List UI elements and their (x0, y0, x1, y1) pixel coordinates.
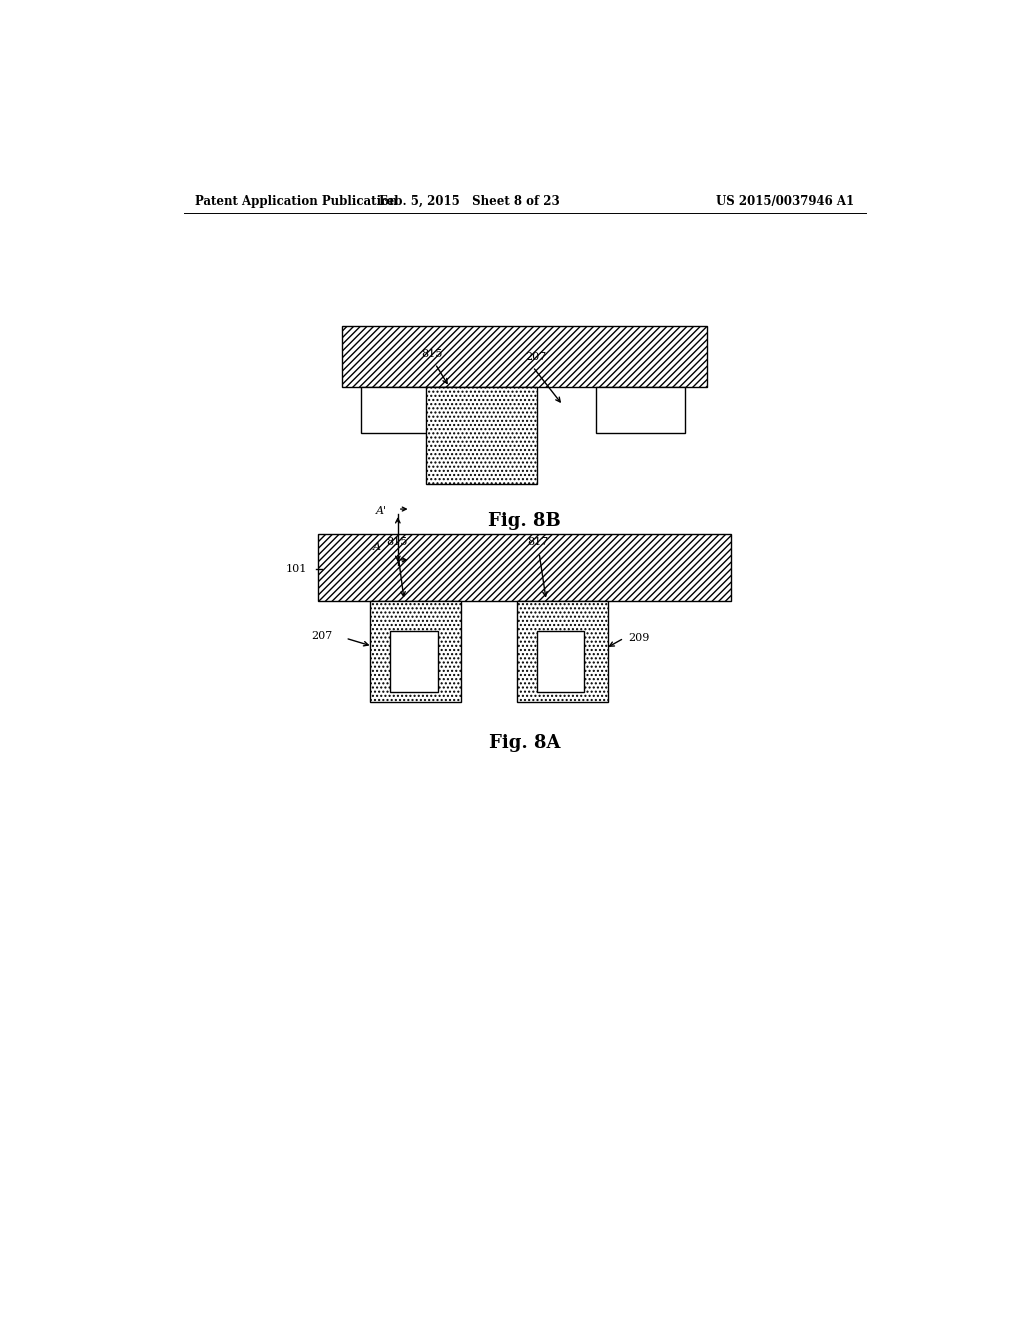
Bar (360, 387, 456, 433)
Bar (426, 387, 537, 483)
Bar (596, 387, 685, 433)
Text: A': A' (376, 506, 387, 516)
Text: Patent Application Publication: Patent Application Publication (196, 194, 398, 207)
Bar (342, 326, 708, 387)
Text: 815: 815 (386, 537, 408, 546)
Text: 207: 207 (524, 351, 546, 362)
Text: Fig. 8A: Fig. 8A (489, 734, 560, 752)
Text: 815: 815 (422, 348, 443, 359)
Bar (318, 535, 731, 601)
Text: 207: 207 (311, 631, 333, 642)
Bar (517, 601, 608, 702)
Text: US 2015/0037946 A1: US 2015/0037946 A1 (716, 194, 854, 207)
Bar (537, 631, 585, 692)
Text: 817: 817 (527, 537, 549, 546)
Text: 209: 209 (628, 634, 649, 643)
Bar (370, 601, 461, 702)
Text: A: A (373, 541, 380, 552)
Text: 101: 101 (286, 564, 306, 574)
Bar (390, 631, 437, 692)
Text: Fig. 8B: Fig. 8B (488, 512, 561, 531)
Text: Feb. 5, 2015   Sheet 8 of 23: Feb. 5, 2015 Sheet 8 of 23 (379, 194, 560, 207)
